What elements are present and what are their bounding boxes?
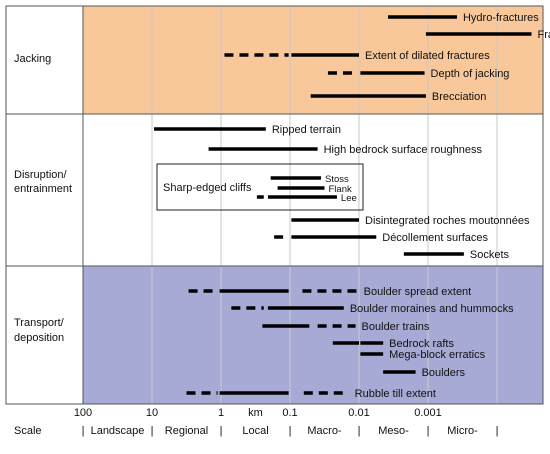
scale-category-label: Landscape [91,425,145,437]
feature-label: High bedrock surface roughness [324,144,483,156]
scale-row-label: Scale [14,425,42,437]
feature-label: Boulder moraines and hummocks [350,303,514,315]
scale-category-separator: | [358,425,361,437]
scale-category-label: Local [242,425,268,437]
scale-categories: Landscape | Regional | Local | Macro- | Meso- | Mi… [82,425,499,437]
feature-label: Ripped terrain [272,124,341,136]
scale-category-label: Micro- [447,425,478,437]
feature-label: Boulder trains [362,321,430,333]
scale-category-separator: | [496,425,499,437]
scale-category-label: Meso- [378,425,409,437]
sharp-edged-cliffs-label: Sharp-edged cliffs [163,182,252,194]
feature-label: Brecciation [432,91,486,103]
scale-tick-label: 10 [146,407,158,419]
scale-category-label: Regional [165,425,208,437]
feature-label: Boulder spread extent [364,286,472,298]
section-label-transport-2: deposition [14,332,64,344]
scale-category-separator: | [151,425,154,437]
scale-tick-label: 1 [218,407,224,419]
section-label-disruption-1: Disruption/ [14,169,68,181]
feature-label: Rubble till extent [355,388,436,400]
section-label-jacking: Jacking [14,53,51,65]
feature-label: Depth of jacking [431,68,510,80]
feature-label: Décollement surfaces [382,232,488,244]
feature-label: Extent of dilated fractures [365,50,490,62]
scale-tick-label: 0.01 [348,407,369,419]
feature-label: Mega-block erratics [389,349,485,361]
scale-tick-label: 0.001 [414,407,442,419]
scale-category-separator: | [289,425,292,437]
feature-label: Disintegrated roches moutonnées [365,215,530,227]
scale-tick-label: 0.1 [282,407,297,419]
scale-tick-label: 100 [74,407,92,419]
scale-tick-label: km [248,407,263,419]
feature-label: Sockets [470,249,510,261]
section-label-disruption-2: entrainment [14,183,72,195]
scale-category-separator: | [220,425,223,437]
scale-ticks: 100 10 1 km 0.1 0.01 0.001 [74,407,442,419]
feature-label: Fracture apertures/fills [538,29,550,41]
feature-label: Boulders [422,367,466,379]
feature-label: Hydro-fractures [463,12,539,24]
scale-category-separator: | [427,425,430,437]
scale-category-separator: | [82,425,85,437]
section-label-transport-1: Transport/ [14,317,65,329]
scale-category-label: Macro- [307,425,342,437]
feature-label: Lee [341,193,357,204]
